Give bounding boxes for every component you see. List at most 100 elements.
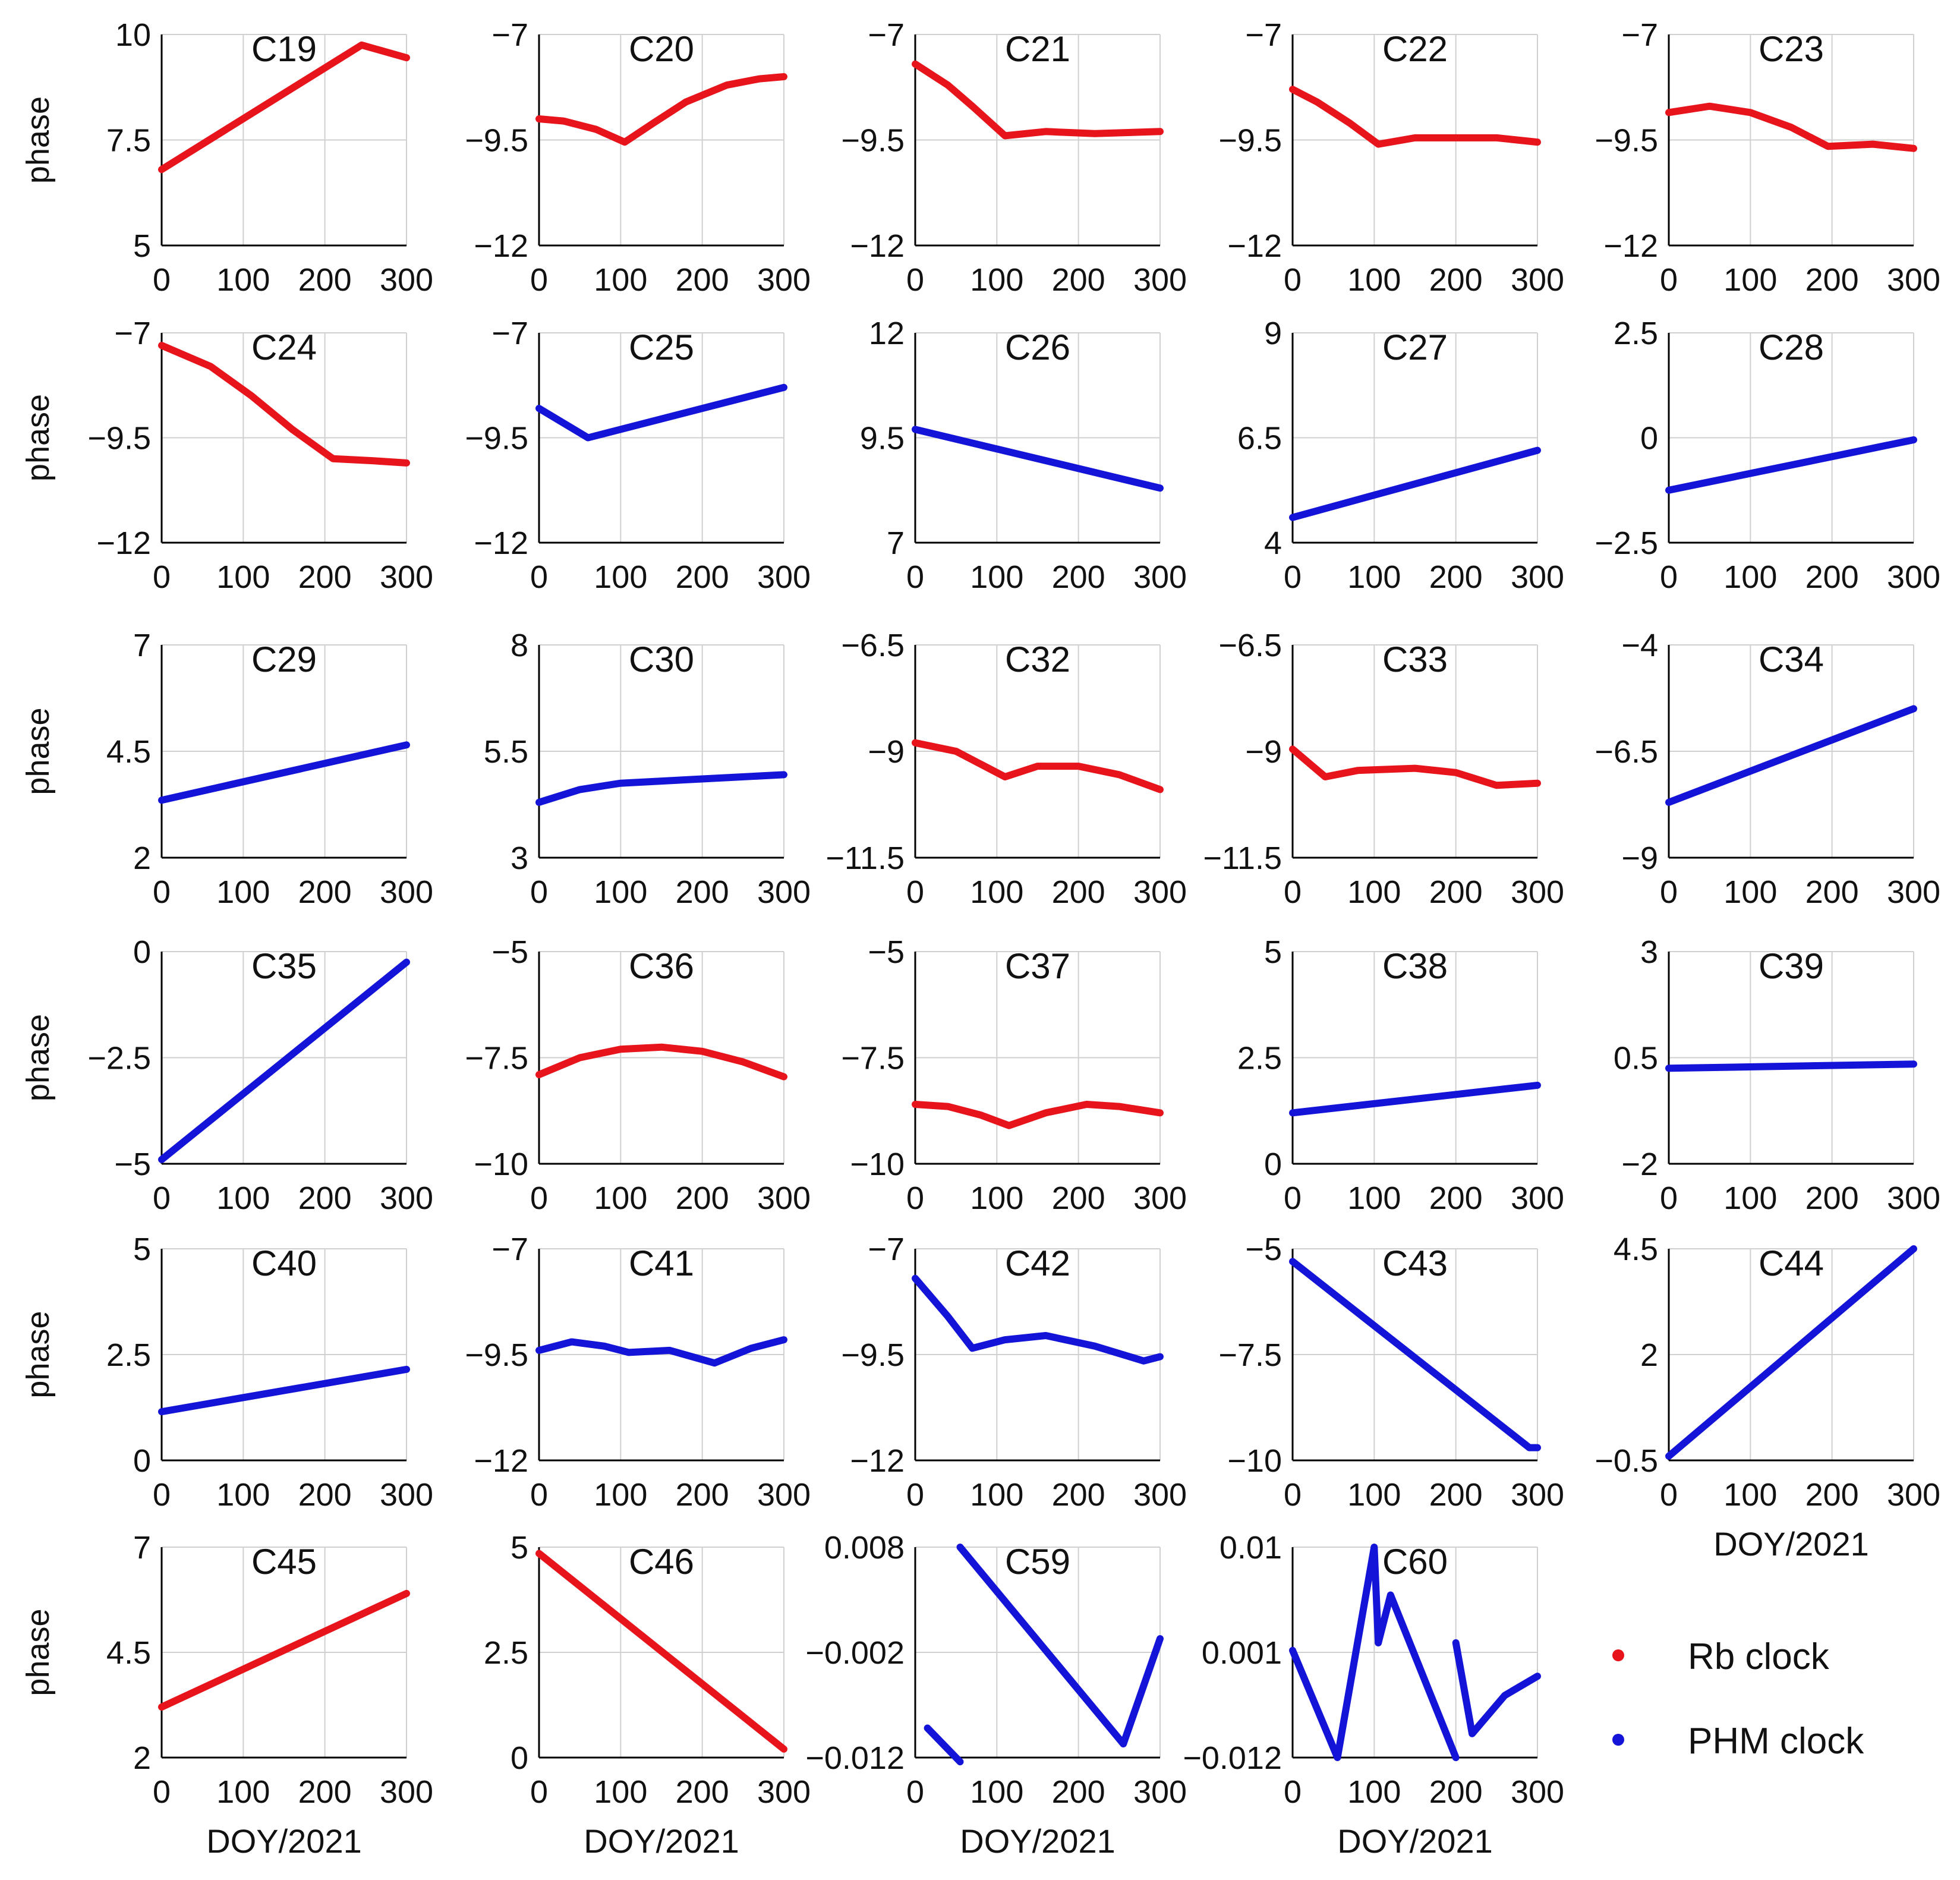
- series-line-rb-clock: [1665, 102, 1917, 152]
- y-tick-label: −7: [491, 316, 528, 351]
- x-tick-label: 0: [906, 1774, 924, 1810]
- y-tick-label: 0: [1264, 1147, 1282, 1182]
- y-tick-label: 2.5: [1614, 316, 1658, 351]
- panel-title: C28: [1759, 327, 1824, 367]
- panel-title: C35: [251, 946, 317, 986]
- x-tick-label: 100: [216, 1774, 270, 1810]
- series-line-phm-clock: [956, 1544, 1164, 1747]
- y-tick-label: −10: [1227, 1443, 1282, 1479]
- panel-title: C26: [1005, 327, 1070, 367]
- y-tick-label: 2.5: [106, 1337, 151, 1373]
- series-line-phm-clock: [1289, 1081, 1541, 1117]
- series-line-phm-clock: [1452, 1639, 1541, 1737]
- y-tick-label: 4: [1264, 525, 1282, 561]
- y-tick-label: −9.5: [465, 123, 528, 159]
- y-tick-label: −4: [1621, 628, 1658, 663]
- y-tick-label: −0.5: [1595, 1443, 1658, 1479]
- y-tick-label: 7: [133, 1530, 151, 1566]
- y-tick-label: 5: [1264, 934, 1282, 970]
- x-tick-label: 0: [1284, 874, 1302, 910]
- x-tick-label: 300: [380, 1774, 433, 1810]
- y-tick-label: 4.5: [1614, 1232, 1658, 1267]
- y-tick-label: −7.5: [465, 1041, 528, 1076]
- x-tick-label: 100: [970, 874, 1023, 910]
- y-tick-label: −6.5: [1595, 734, 1658, 770]
- x-tick-label: 100: [216, 1477, 270, 1513]
- series-line-rb-clock: [535, 73, 787, 146]
- x-tick-label: 300: [1511, 1477, 1564, 1513]
- y-tick-label: −7.5: [841, 1041, 905, 1076]
- y-tick-label: 3: [511, 840, 528, 876]
- x-tick-label: 0: [1660, 262, 1678, 298]
- series-line-phm-clock: [158, 958, 410, 1163]
- x-tick-label: 200: [1052, 874, 1105, 910]
- series-line-phm-clock: [535, 383, 787, 442]
- x-tick-label: 100: [594, 1477, 647, 1513]
- y-tick-label: 9.5: [860, 421, 905, 456]
- y-tick-label: 2: [1640, 1337, 1658, 1373]
- x-tick-label: 200: [676, 1180, 729, 1216]
- x-tick-label: 0: [906, 1477, 924, 1513]
- x-tick-label: 200: [1052, 262, 1105, 298]
- y-tick-label: −7: [868, 1232, 905, 1267]
- y-tick-label: −9: [1621, 840, 1658, 876]
- y-tick-label: 9: [1264, 316, 1282, 351]
- y-tick-label: −7: [868, 17, 905, 53]
- subplot-c29: 0 100 200 300 2 4.5 7 C29 phase: [20, 628, 433, 910]
- series-line-phm-clock: [158, 1365, 410, 1416]
- x-tick-label: 300: [757, 1180, 811, 1216]
- y-tick-label: 0: [133, 1443, 151, 1479]
- subplot-c59: 0 100 200 300 −0.012 −0.002 0.008 C59 DOY/2021: [805, 1530, 1187, 1860]
- x-tick-label: 100: [1723, 1180, 1777, 1216]
- x-tick-label: 300: [1133, 1180, 1187, 1216]
- y-tick-label: −10: [850, 1147, 905, 1182]
- x-tick-label: 300: [757, 874, 811, 910]
- subplot-c33: 0 100 200 300 −11.5 −9 −6.5 C33: [1203, 628, 1564, 910]
- subplot-c23: 0 100 200 300 −12 −9.5 −7 C23: [1595, 17, 1940, 298]
- y-tick-label: −2: [1621, 1147, 1658, 1182]
- panel-title: C23: [1759, 29, 1824, 69]
- series-line-phm-clock: [158, 741, 410, 804]
- x-tick-label: 100: [594, 1774, 647, 1810]
- y-tick-label: −7: [491, 17, 528, 53]
- x-tick-label: 100: [1347, 1477, 1401, 1513]
- x-tick-label: 300: [1887, 1477, 1940, 1513]
- x-tick-label: 100: [970, 1477, 1023, 1513]
- subplot-c32: 0 100 200 300 −11.5 −9 −6.5 C32: [825, 628, 1187, 910]
- series-line-rb-clock: [158, 41, 410, 174]
- y-tick-label: 4.5: [106, 1635, 151, 1671]
- y-tick-label: −12: [474, 228, 528, 264]
- series-line-phm-clock: [1665, 705, 1917, 806]
- x-tick-label: 100: [594, 262, 647, 298]
- x-tick-label: 200: [298, 1180, 352, 1216]
- x-tick-label: 300: [757, 559, 811, 595]
- y-tick-label: −9.5: [841, 123, 905, 159]
- panel-title: C27: [1382, 327, 1448, 367]
- legend-marker-rb: [1612, 1649, 1624, 1661]
- y-tick-label: 10: [115, 17, 151, 53]
- x-tick-label: 0: [530, 874, 548, 910]
- x-tick-label: 100: [216, 874, 270, 910]
- x-tick-label: 300: [380, 1180, 433, 1216]
- x-tick-label: 200: [1429, 559, 1483, 595]
- x-tick-label: 200: [676, 1774, 729, 1810]
- x-tick-label: 100: [970, 262, 1023, 298]
- series-line-rb-clock: [1289, 745, 1541, 789]
- x-tick-label: 0: [1284, 1774, 1302, 1810]
- y-tick-label: 0.5: [1614, 1041, 1658, 1076]
- series-line-phm-clock: [912, 1274, 1164, 1365]
- y-tick-label: −9.5: [1595, 123, 1658, 159]
- y-tick-label: −11.5: [825, 840, 905, 876]
- panel-title: C21: [1005, 29, 1070, 69]
- y-tick-label: −7.5: [1218, 1337, 1282, 1373]
- x-tick-label: 200: [1052, 1180, 1105, 1216]
- x-tick-label: 300: [380, 559, 433, 595]
- y-tick-label: 12: [869, 316, 905, 351]
- y-tick-label: −6.5: [841, 628, 905, 663]
- y-tick-label: −9.5: [465, 421, 528, 456]
- y-tick-label: 7.5: [106, 123, 151, 159]
- series-line-rb-clock: [535, 1043, 787, 1081]
- y-tick-label: −0.002: [805, 1635, 905, 1671]
- panel-title: C29: [251, 640, 317, 679]
